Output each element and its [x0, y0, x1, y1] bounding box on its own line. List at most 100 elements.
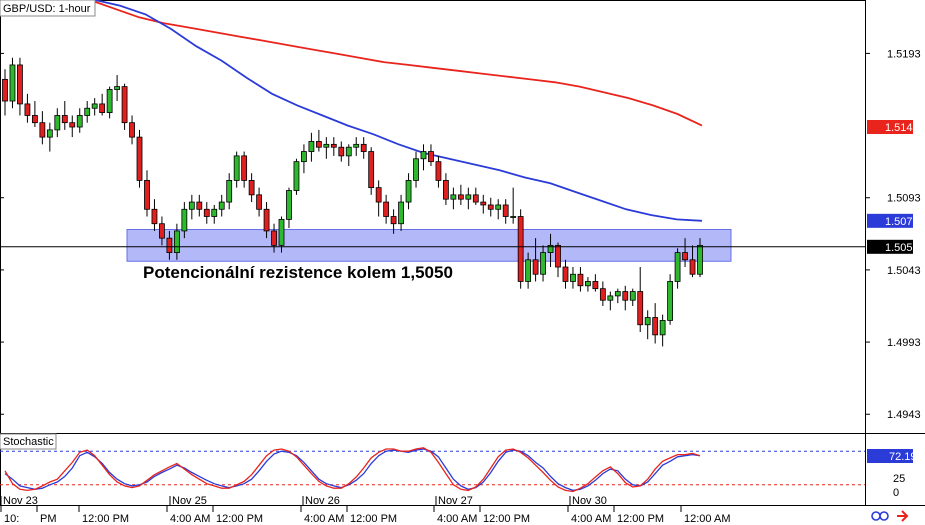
day-label: Nov 27	[438, 495, 473, 507]
candle	[54, 108, 61, 138]
price-badge: 1.5142	[867, 120, 919, 135]
candle-body	[502, 204, 509, 217]
candle	[607, 291, 614, 311]
candle-body	[211, 208, 218, 217]
candle-body	[420, 151, 427, 160]
candle	[592, 274, 599, 292]
candle	[502, 199, 509, 224]
moving-average-line-1	[94, 0, 703, 222]
candle-body	[547, 244, 554, 253]
indicator-label: Stochastic	[3, 436, 54, 448]
candle-body	[614, 291, 621, 297]
candle	[159, 216, 165, 246]
candle-body	[682, 252, 688, 261]
candle-body	[540, 252, 546, 275]
time-label: 12:00 PM	[350, 513, 397, 525]
candle-body	[585, 281, 591, 287]
candle	[271, 223, 277, 253]
candle	[353, 137, 360, 156]
indicator-label-box	[0, 433, 57, 450]
candle	[547, 233, 554, 268]
time-label: 12:00 PM	[617, 513, 664, 525]
candle	[457, 184, 464, 205]
candle	[368, 147, 375, 195]
candle-body	[629, 291, 636, 301]
candle	[211, 204, 218, 224]
candle-body	[652, 317, 659, 336]
candle	[203, 202, 210, 224]
candle	[188, 194, 195, 220]
candle-body	[330, 143, 337, 148]
candle	[17, 57, 23, 116]
candle-body	[644, 317, 651, 326]
candle	[39, 111, 46, 145]
candle-body	[129, 122, 135, 138]
candle-body	[241, 155, 248, 181]
candle	[196, 194, 203, 217]
price-badge-label: 1.5142	[885, 122, 919, 134]
candle	[99, 93, 106, 116]
candle-body	[301, 151, 307, 163]
candle	[293, 158, 300, 195]
candle	[525, 252, 532, 289]
candle-body	[674, 252, 681, 282]
stochastic-line-1	[4, 447, 701, 493]
candle-body	[2, 78, 8, 102]
candle-body	[54, 115, 61, 131]
candle-body	[525, 259, 532, 282]
arrow-right-icon[interactable]	[897, 510, 909, 522]
candle	[562, 259, 569, 289]
stochastic-badge-label: 72.19	[889, 451, 917, 463]
candle	[2, 69, 8, 116]
link-icon[interactable]	[871, 511, 889, 521]
moving-average-line-0	[89, 0, 703, 127]
candle	[129, 115, 135, 145]
candle	[540, 245, 546, 282]
candle-body	[555, 244, 561, 268]
candle	[263, 202, 270, 239]
candle-body	[345, 146, 352, 157]
candle	[91, 98, 98, 116]
price-badge: 1.5077	[867, 213, 919, 228]
price-badge-box	[867, 239, 913, 254]
price-axis: 1.5193 1.5093 1.5043 1.4993 1.4943 1.5142 1.50…	[0, 48, 921, 421]
candle	[495, 199, 502, 220]
candle-body	[667, 281, 674, 321]
candle	[345, 144, 352, 166]
candle-body	[390, 216, 397, 225]
candle-body	[592, 281, 599, 290]
candle	[667, 274, 674, 325]
moving-average-layer	[89, 0, 703, 222]
price-badge-label: 1.5059	[885, 242, 919, 254]
candle	[420, 144, 427, 171]
time-label: PM	[40, 513, 57, 525]
candle	[637, 267, 644, 332]
time-axis: Nov 23 Nov 25 Nov 26 Nov 27 Nov 30 10: PM 12:00…	[0, 495, 730, 525]
candle-body	[144, 180, 150, 210]
candle	[136, 129, 143, 188]
candle-body	[69, 122, 76, 128]
time-label: 4:00 AM	[170, 513, 210, 525]
candle	[472, 187, 479, 205]
candle-body	[91, 103, 98, 109]
candle	[69, 115, 76, 138]
candle	[405, 173, 412, 210]
candle	[248, 173, 255, 203]
candle-body	[233, 155, 240, 181]
candle-body	[398, 201, 404, 225]
candle	[465, 187, 472, 210]
candle-body	[637, 291, 644, 326]
candle-body	[570, 273, 576, 282]
candle-body	[278, 218, 285, 246]
candle	[308, 132, 315, 162]
time-label: 12:00 PM	[483, 513, 530, 525]
candle	[398, 194, 404, 231]
time-label: 4:00 AM	[437, 513, 477, 525]
candles-layer	[2, 57, 703, 347]
candle-body	[480, 201, 487, 206]
candle-body	[495, 204, 502, 210]
candle	[682, 238, 688, 268]
price-tick-label: 1.4993	[887, 337, 921, 349]
candle	[151, 199, 158, 231]
